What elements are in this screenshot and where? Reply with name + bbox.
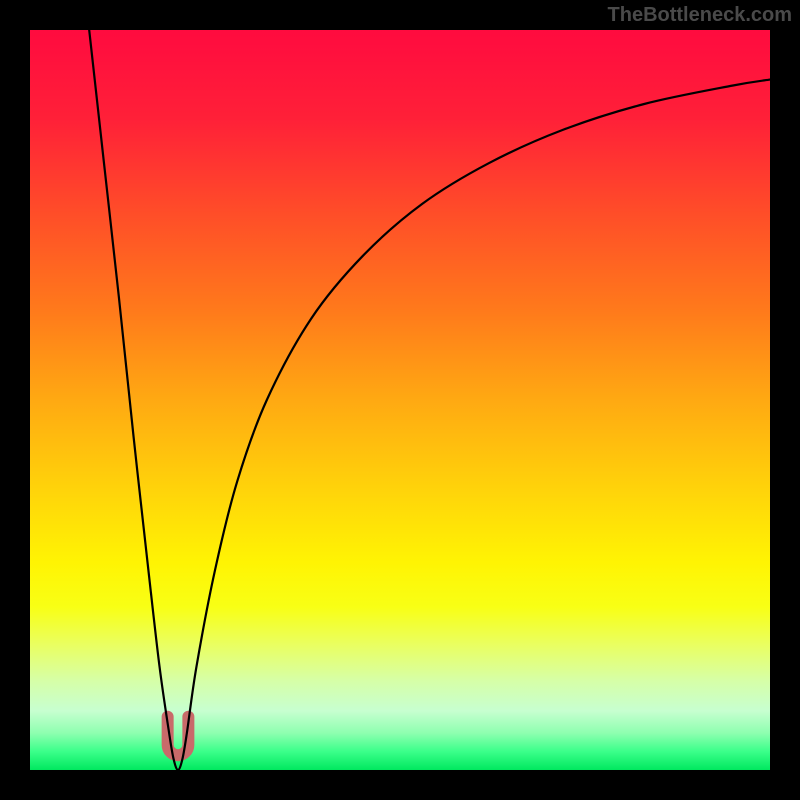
bottleneck-chart [0, 0, 800, 800]
plot-area [30, 30, 770, 770]
chart-container: TheBottleneck.com [0, 0, 800, 800]
